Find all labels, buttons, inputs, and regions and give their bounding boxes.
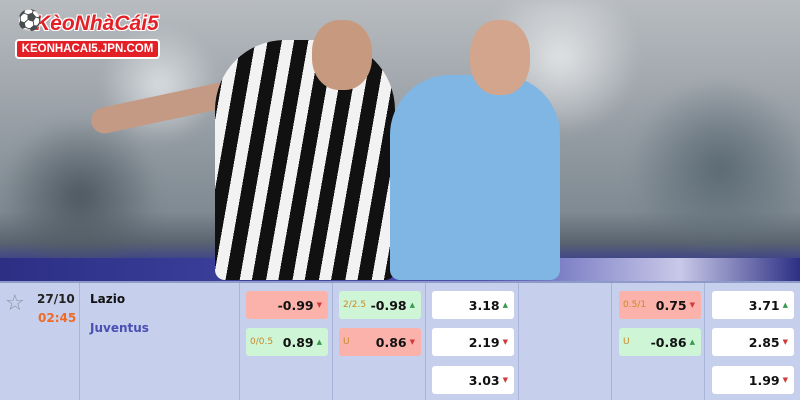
- odds-line: U: [343, 337, 350, 347]
- odds-line: 2/2.5: [343, 300, 367, 310]
- odds-cell[interactable]: 0.5/1 0.75 ▼: [619, 291, 701, 319]
- odds-line: 0/0.5: [250, 337, 274, 347]
- trend-down-icon: ▼: [502, 338, 508, 346]
- trend-up-icon: ▲: [409, 301, 415, 309]
- odds-value: 0.86: [375, 334, 407, 350]
- match-date: 27/10: [37, 292, 75, 306]
- odds-cell[interactable]: 2.85 ▼: [712, 328, 794, 356]
- handicap-column: [240, 283, 333, 400]
- trend-down-icon: ▼: [782, 338, 788, 346]
- 1x2-column: [426, 283, 519, 400]
- site-logo[interactable]: ⚽ KèoNhàCái5 KEONHACAI5.JPN.COM: [15, 8, 160, 59]
- over-under-column: [333, 283, 426, 400]
- odds-value: -0.99: [277, 297, 314, 313]
- trend-down-icon: ▼: [316, 301, 322, 309]
- trend-up-icon: ▲: [782, 301, 788, 309]
- odds-cell[interactable]: 2/2.5 -0.98 ▲: [339, 291, 421, 319]
- trend-up-icon: ▲: [689, 338, 695, 346]
- odds-value: 3.18: [468, 297, 500, 313]
- odds-value: -0.98: [370, 297, 407, 313]
- match-time: 02:45: [38, 311, 77, 325]
- trend-down-icon: ▼: [409, 338, 415, 346]
- date-column: [0, 283, 80, 400]
- empty-column: [519, 283, 612, 400]
- odds-table: ☆ 27/10 02:45 Lazio Juventus -0.99 ▼ 0/0.5…: [0, 281, 800, 400]
- teams-column: [80, 283, 240, 400]
- odds-cell[interactable]: 3.18 ▲: [432, 291, 514, 319]
- lazio-player-head: [470, 20, 530, 95]
- trend-down-icon: ▼: [502, 376, 508, 384]
- odds-value: 0.89: [282, 334, 314, 350]
- odds-value: 1.99: [748, 372, 780, 388]
- lazio-player: [390, 75, 560, 280]
- odds-value: 3.03: [468, 372, 500, 388]
- favorite-star-icon[interactable]: ☆: [5, 291, 25, 316]
- odds-line: U: [623, 337, 630, 347]
- odds-value: 2.19: [468, 334, 500, 350]
- away-team[interactable]: Juventus: [90, 321, 149, 335]
- logo-title: KèoNhàCái5: [35, 12, 159, 35]
- odds-cell[interactable]: 3.71 ▲: [712, 291, 794, 319]
- trend-up-icon: ▲: [502, 301, 508, 309]
- juventus-player: [215, 40, 395, 280]
- trend-down-icon: ▼: [782, 376, 788, 384]
- odds-cell[interactable]: 1.99 ▼: [712, 366, 794, 394]
- half-handicap-column: [612, 283, 705, 400]
- footballer-icon: ⚽: [17, 8, 42, 32]
- odds-value: 3.71: [748, 297, 780, 313]
- odds-value: 0.75: [655, 297, 687, 313]
- juventus-player-head: [312, 20, 372, 90]
- odds-value: 2.85: [748, 334, 780, 350]
- odds-cell[interactable]: -0.99 ▼: [246, 291, 328, 319]
- home-team[interactable]: Lazio: [90, 292, 126, 306]
- odds-line: 0.5/1: [623, 300, 647, 310]
- odds-value: -0.86: [650, 334, 687, 350]
- odds-cell[interactable]: 0/0.5 0.89 ▲: [246, 328, 328, 356]
- odds-cell[interactable]: 3.03 ▼: [432, 366, 514, 394]
- match-photo: ⚽ KèoNhàCái5 KEONHACAI5.JPN.COM: [0, 0, 800, 282]
- logo-url: KEONHACAI5.JPN.COM: [15, 39, 160, 59]
- trend-up-icon: ▲: [316, 338, 322, 346]
- odds-cell[interactable]: 2.19 ▼: [432, 328, 514, 356]
- odds-cell[interactable]: U 0.86 ▼: [339, 328, 421, 356]
- odds-cell[interactable]: U -0.86 ▲: [619, 328, 701, 356]
- trend-down-icon: ▼: [689, 301, 695, 309]
